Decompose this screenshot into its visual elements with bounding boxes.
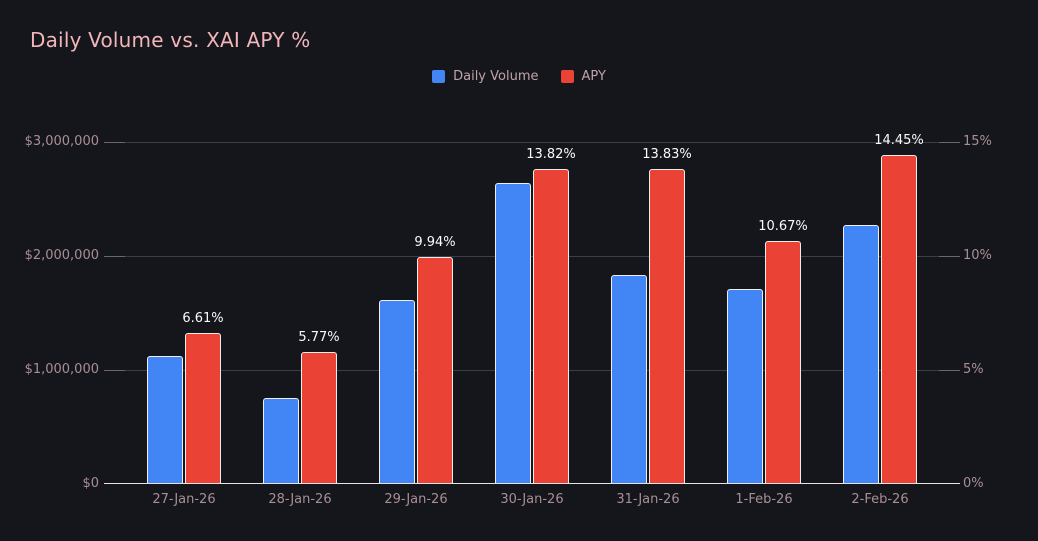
right-axis: 15% 10% 5% 0% bbox=[963, 134, 1033, 491]
bar-group: 5.77% bbox=[242, 142, 358, 484]
bar-daily-volume[interactable] bbox=[379, 299, 415, 484]
axis-tick-label: 5% bbox=[963, 362, 984, 377]
chart-title: Daily Volume vs. XAI APY % bbox=[30, 28, 311, 52]
bar-apy[interactable] bbox=[649, 168, 685, 484]
bar-group: 14.45% bbox=[822, 133, 938, 484]
x-axis-label: 2-Feb-26 bbox=[851, 492, 909, 507]
x-axis-label: 1-Feb-26 bbox=[735, 492, 793, 507]
left-axis: $3,000,000 $2,000,000 $1,000,000 $0 bbox=[0, 134, 99, 491]
x-axis-line bbox=[104, 483, 960, 484]
bar-apy[interactable] bbox=[417, 257, 453, 484]
bar-apy[interactable] bbox=[765, 240, 801, 484]
bar-apy[interactable] bbox=[301, 352, 337, 484]
axis-tick bbox=[104, 370, 125, 371]
apy-data-label: 6.61% bbox=[182, 311, 224, 327]
gridline bbox=[104, 256, 960, 257]
apy-swatch-icon bbox=[560, 70, 574, 83]
gridline bbox=[104, 370, 960, 371]
legend-label: APY bbox=[581, 69, 606, 84]
bar-group: 10.67% bbox=[706, 142, 822, 484]
legend-label: Daily Volume bbox=[453, 69, 539, 84]
bar-daily-volume[interactable] bbox=[147, 356, 183, 484]
x-axis-label: 29-Jan-26 bbox=[384, 492, 448, 507]
axis-tick-label: $1,000,000 bbox=[24, 362, 99, 377]
axis-tick bbox=[939, 142, 960, 143]
x-axis-labels: 27-Jan-26 28-Jan-26 29-Jan-26 30-Jan-26 31-J… bbox=[126, 492, 938, 507]
apy-data-label: 9.94% bbox=[414, 235, 456, 251]
axis-tick bbox=[104, 142, 125, 143]
bar-daily-volume[interactable] bbox=[727, 289, 763, 484]
bar-daily-volume[interactable] bbox=[611, 274, 647, 484]
daily-volume-swatch-icon bbox=[432, 70, 446, 83]
x-axis-label: 31-Jan-26 bbox=[616, 492, 680, 507]
axis-tick bbox=[104, 256, 125, 257]
bar-apy[interactable] bbox=[533, 168, 569, 484]
axis-tick bbox=[939, 256, 960, 257]
axis-tick-label: $0 bbox=[82, 476, 99, 491]
bar-daily-volume[interactable] bbox=[263, 397, 299, 484]
gridline bbox=[104, 142, 960, 143]
axis-tick-label: 10% bbox=[963, 248, 992, 263]
axis-tick-label: $2,000,000 bbox=[24, 248, 99, 263]
axis-tick-label: 15% bbox=[963, 134, 992, 149]
x-axis-label: 30-Jan-26 bbox=[500, 492, 564, 507]
apy-data-label: 5.77% bbox=[298, 330, 340, 346]
apy-data-label: 13.82% bbox=[526, 146, 576, 162]
axis-tick bbox=[939, 370, 960, 371]
bar-group: 13.82% bbox=[474, 142, 590, 484]
x-axis-label: 28-Jan-26 bbox=[268, 492, 332, 507]
legend: Daily Volume APY bbox=[0, 69, 1038, 84]
bar-apy[interactable] bbox=[881, 154, 917, 484]
apy-data-label: 14.45% bbox=[874, 132, 924, 148]
bar-group: 9.94% bbox=[358, 142, 474, 484]
bar-daily-volume[interactable] bbox=[843, 225, 879, 484]
apy-data-label: 10.67% bbox=[758, 218, 808, 234]
axis-tick-label: $3,000,000 bbox=[24, 134, 99, 149]
axis-tick-label: 0% bbox=[963, 476, 984, 491]
plot-area: 6.61% 5.77% 9.94% 13.82% 13.83% 10.67% 14.45% bbox=[104, 133, 960, 484]
legend-item-apy[interactable]: APY bbox=[560, 69, 606, 84]
x-axis-label: 27-Jan-26 bbox=[152, 492, 216, 507]
bar-group: 13.83% bbox=[590, 142, 706, 484]
bar-daily-volume[interactable] bbox=[495, 182, 531, 484]
bar-apy[interactable] bbox=[185, 333, 221, 484]
bar-groups: 6.61% 5.77% 9.94% 13.82% 13.83% 10.67% 14.45% bbox=[126, 133, 938, 484]
legend-item-daily-volume[interactable]: Daily Volume bbox=[432, 69, 539, 84]
apy-data-label: 13.83% bbox=[642, 146, 692, 162]
bar-group: 6.61% bbox=[126, 142, 242, 484]
